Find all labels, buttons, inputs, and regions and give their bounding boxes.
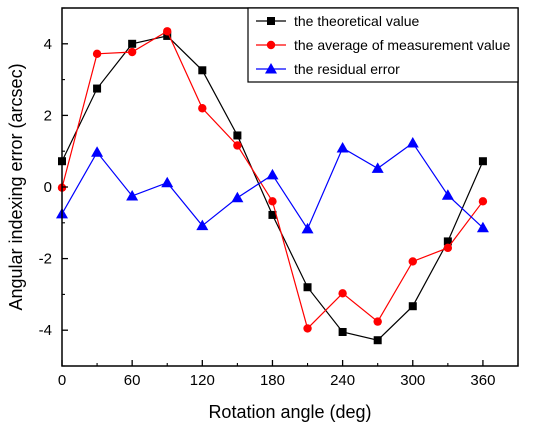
data-point (266, 168, 279, 180)
data-point (476, 221, 489, 233)
series-circle (57, 27, 488, 333)
data-point (303, 283, 312, 292)
data-point (301, 222, 314, 234)
legend: the theoretical value the average of meas… (247, 7, 519, 83)
data-point (408, 302, 417, 311)
data-point (373, 336, 382, 345)
series-layer (56, 27, 489, 345)
data-point (373, 317, 382, 326)
y-tick-label: -2 (39, 251, 52, 268)
data-point (478, 157, 487, 166)
data-point (161, 176, 174, 188)
legend-item: the theoretical value (256, 13, 420, 29)
data-point (303, 324, 312, 333)
legend-label: the average of measurement value (294, 37, 511, 53)
x-axis-label: Rotation angle (deg) (208, 402, 371, 422)
y-axis-label: Angular indexing error (arcsec) (6, 63, 26, 310)
data-point (163, 27, 172, 36)
y-tick-label: 2 (44, 107, 52, 124)
data-point (233, 141, 242, 150)
legend-item: the residual error (256, 61, 400, 77)
data-point (93, 84, 102, 93)
legend-marker (265, 63, 277, 74)
series-triangle (56, 136, 489, 234)
legend-label: the residual error (294, 61, 400, 77)
data-point (336, 141, 349, 153)
data-point (338, 289, 347, 298)
data-point (408, 257, 417, 266)
data-point (126, 189, 139, 201)
x-tick-label: 120 (190, 372, 215, 389)
data-point (443, 237, 452, 246)
data-point (233, 131, 242, 140)
data-point (268, 197, 277, 206)
x-tick-label: 300 (400, 372, 425, 389)
data-point (163, 31, 172, 40)
data-point (198, 66, 207, 75)
data-point (91, 146, 104, 157)
x-tick-label: 360 (470, 372, 495, 389)
x-tick-label: 60 (124, 372, 141, 389)
data-point (443, 243, 453, 253)
x-tick-label: 180 (260, 372, 285, 389)
axis-ticks: 0 60 120 180 240 300 360 -4 -2 0 2 4 (39, 7, 519, 389)
data-point (406, 136, 419, 148)
data-point (128, 39, 137, 48)
data-point (371, 162, 384, 173)
x-tick-label: 0 (58, 372, 66, 389)
data-point (338, 327, 347, 336)
x-tick-label: 240 (330, 372, 355, 389)
data-point (198, 104, 207, 113)
data-point (127, 47, 137, 57)
legend-marker (267, 17, 275, 25)
data-point (196, 219, 209, 231)
legend-label: the theoretical value (294, 13, 420, 29)
y-tick-label: -4 (39, 322, 52, 339)
y-tick-label: 0 (44, 179, 52, 196)
data-point (478, 197, 488, 206)
y-tick-label: 4 (44, 36, 52, 53)
legend-marker (266, 40, 276, 50)
legend-box (247, 7, 519, 83)
data-point (92, 49, 102, 59)
legend-item: the average of measurement value (256, 37, 511, 53)
data-point (231, 191, 244, 203)
data-point (268, 210, 277, 219)
data-point (441, 189, 454, 200)
